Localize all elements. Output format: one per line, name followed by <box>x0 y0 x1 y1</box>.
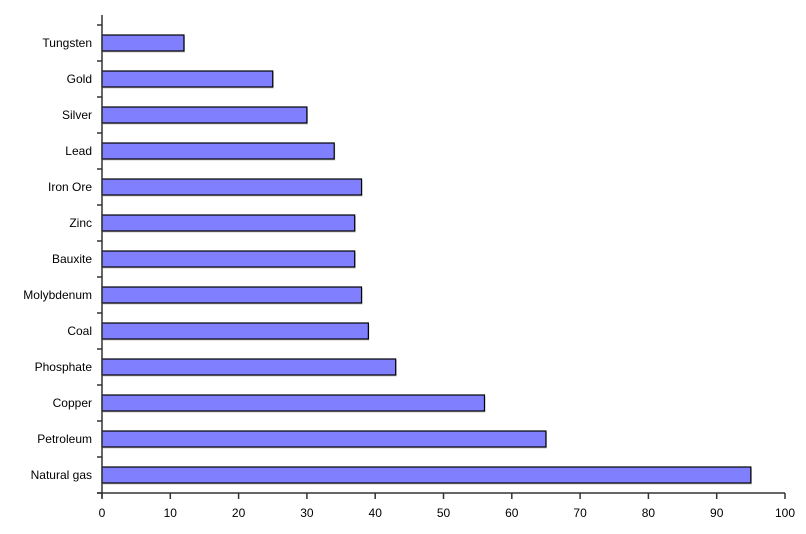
bar-molybdenum <box>101 286 363 304</box>
category-label: Lead <box>65 144 92 158</box>
bar-copper <box>101 394 486 412</box>
category-label: Coal <box>67 324 92 338</box>
bar-lead <box>101 142 335 160</box>
category-label: Gold <box>67 72 92 86</box>
x-tick-label: 10 <box>164 506 178 520</box>
category-label: Zinc <box>69 216 92 230</box>
bar-petroleum <box>101 430 547 448</box>
bar-zinc <box>101 214 356 232</box>
x-tick-label: 90 <box>710 506 724 520</box>
category-label: Molybdenum <box>23 288 92 302</box>
x-tick-label: 20 <box>232 506 246 520</box>
category-label: Copper <box>53 396 92 410</box>
category-label: Phosphate <box>35 360 93 374</box>
category-label: Bauxite <box>52 252 92 266</box>
bar-silver <box>101 106 308 124</box>
x-tick-label: 30 <box>300 506 314 520</box>
x-tick-label: 60 <box>505 506 519 520</box>
bar-tungsten <box>101 34 185 52</box>
x-tick-label: 40 <box>369 506 383 520</box>
category-label: Silver <box>62 108 92 122</box>
x-tick-label: 100 <box>775 506 795 520</box>
bar-bauxite <box>101 250 356 268</box>
bar-phosphate <box>101 358 397 376</box>
bar-coal <box>101 322 369 340</box>
x-tick-label: 0 <box>99 506 106 520</box>
bar-iron-ore <box>101 178 363 196</box>
category-label: Iron Ore <box>48 180 92 194</box>
x-tick-label: 80 <box>642 506 656 520</box>
bar-natural-gas <box>101 466 752 484</box>
category-label: Petroleum <box>37 432 92 446</box>
category-label: Natural gas <box>31 468 92 482</box>
category-label: Tungsten <box>42 36 92 50</box>
x-tick-label: 50 <box>437 506 451 520</box>
x-tick-label: 70 <box>573 506 587 520</box>
bar-gold <box>101 70 274 88</box>
